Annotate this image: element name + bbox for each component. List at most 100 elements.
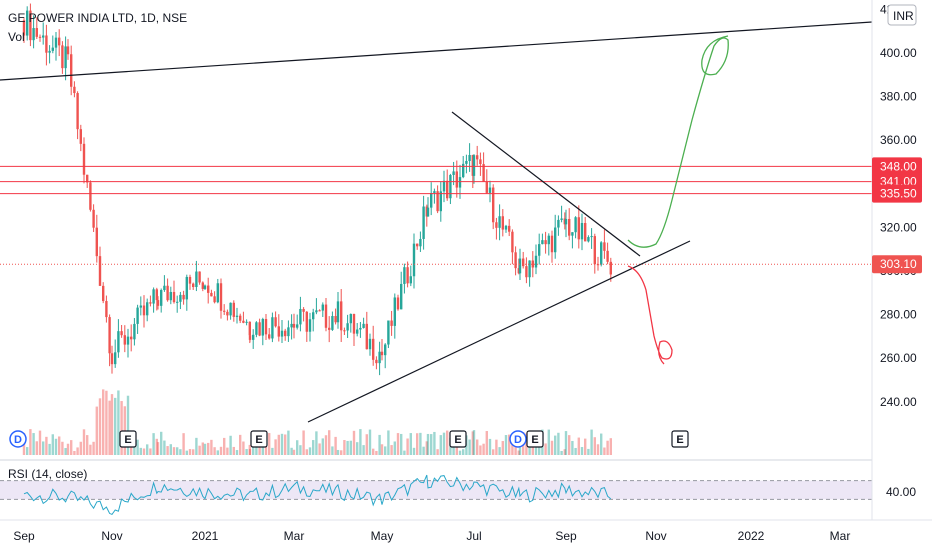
volume-bar	[433, 431, 436, 455]
volume-bar	[403, 450, 406, 455]
time-axis-ticks[interactable]: Sep Nov 2021 Mar May Jul Sep Nov 2022 Mar	[13, 529, 850, 543]
candle-body	[201, 282, 204, 289]
level-badge-label: 335.50	[880, 187, 917, 201]
volume-bar	[248, 444, 251, 455]
candle-body	[568, 218, 571, 236]
volume-bar	[584, 438, 587, 455]
bullish-projection-path[interactable]	[627, 35, 729, 248]
candle-body	[547, 235, 550, 245]
candle-body	[95, 227, 98, 257]
earnings-marker[interactable]	[119, 430, 137, 448]
volume-bar	[82, 429, 86, 455]
volume-bar	[472, 430, 476, 455]
volume-bar	[590, 429, 593, 455]
volume-bar	[89, 444, 92, 455]
earnings-marker-label[interactable]: E	[454, 434, 461, 446]
volume-bar	[152, 433, 155, 455]
candle-body	[465, 160, 468, 164]
candle-body	[176, 301, 179, 303]
earnings-marker[interactable]	[526, 430, 544, 448]
dividend-marker[interactable]	[9, 430, 27, 448]
earnings-marker[interactable]	[671, 430, 689, 448]
candle-body	[442, 180, 446, 192]
volume-bar	[258, 443, 261, 455]
volume-bar	[242, 441, 245, 455]
candle-body	[105, 301, 108, 318]
candle-body	[352, 314, 356, 334]
volume-bar	[436, 449, 439, 455]
volume-bar	[198, 445, 201, 455]
long-trendline[interactable]	[0, 21, 873, 81]
earnings-marker[interactable]	[250, 430, 268, 448]
candle-body	[149, 302, 152, 304]
currency-button-frame[interactable]	[887, 4, 917, 26]
currency-button[interactable]: INR	[887, 4, 917, 26]
candle-body	[336, 301, 340, 323]
volume-bar	[425, 441, 428, 455]
candle-body	[26, 10, 29, 36]
dividend-marker-label[interactable]: D	[514, 434, 522, 446]
earnings-marker-label[interactable]: E	[531, 434, 538, 446]
candle-body	[380, 351, 384, 356]
candle-body	[531, 260, 534, 268]
bearish-projection-path[interactable]	[627, 265, 673, 365]
volume-bar	[563, 449, 566, 455]
candle-body	[64, 46, 67, 69]
earnings-marker[interactable]	[449, 430, 467, 448]
candle-body	[584, 223, 587, 242]
volume-bar	[409, 433, 412, 455]
candle-body	[600, 242, 603, 265]
currency-button-label[interactable]: INR	[893, 9, 914, 23]
candle-body	[117, 331, 120, 353]
volume-bar	[352, 430, 356, 455]
volume-bar	[346, 440, 349, 455]
candle-body	[455, 171, 458, 188]
volume-bar	[318, 443, 321, 455]
candle-body	[560, 218, 563, 220]
candle-body	[495, 222, 498, 228]
candle-body	[35, 28, 38, 37]
volume-bar	[372, 448, 375, 455]
candle-body	[182, 294, 185, 300]
volume-label: Vol	[8, 30, 25, 44]
ascending-trendline[interactable]	[307, 240, 691, 423]
candle-body	[195, 271, 198, 288]
candle-body	[45, 35, 48, 53]
time-tick-label: 2021	[192, 529, 219, 543]
volume-bar	[207, 442, 210, 455]
volume-bar	[176, 447, 179, 455]
candle-body	[210, 292, 213, 297]
time-tick-label: 2022	[738, 529, 765, 543]
dividend-marker-label[interactable]: D	[14, 434, 22, 446]
volume-bar	[61, 441, 64, 455]
rsi-axis-value: 40.00	[886, 485, 916, 499]
time-tick-label: Nov	[645, 529, 666, 543]
volume-bar	[593, 437, 596, 455]
volume-bar	[268, 433, 271, 455]
volume-bar	[356, 442, 359, 455]
candle-body	[403, 267, 406, 284]
candle-body	[160, 290, 163, 306]
price-tick-label: 360.00	[880, 133, 917, 147]
volume-bar	[393, 441, 396, 455]
volume-bar	[471, 431, 474, 455]
candle-body	[375, 359, 378, 364]
earnings-marker-label[interactable]: E	[124, 434, 131, 446]
descending-trendline[interactable]	[451, 111, 641, 257]
earnings-marker-label[interactable]: E	[676, 434, 683, 446]
dividend-marker[interactable]	[509, 430, 527, 448]
candle-body	[482, 164, 485, 182]
volume-bar	[336, 449, 340, 455]
candle-body	[114, 352, 117, 365]
symbol-title[interactable]: GE POWER INDIA LTD, 1D, NSE	[8, 11, 187, 25]
candle-body	[452, 171, 455, 175]
volume-bar	[29, 429, 32, 455]
candle-body	[400, 283, 403, 310]
candle-body	[436, 191, 439, 212]
earnings-marker-label[interactable]: E	[255, 434, 262, 446]
candle-body	[593, 236, 596, 265]
candle-body	[185, 276, 188, 300]
